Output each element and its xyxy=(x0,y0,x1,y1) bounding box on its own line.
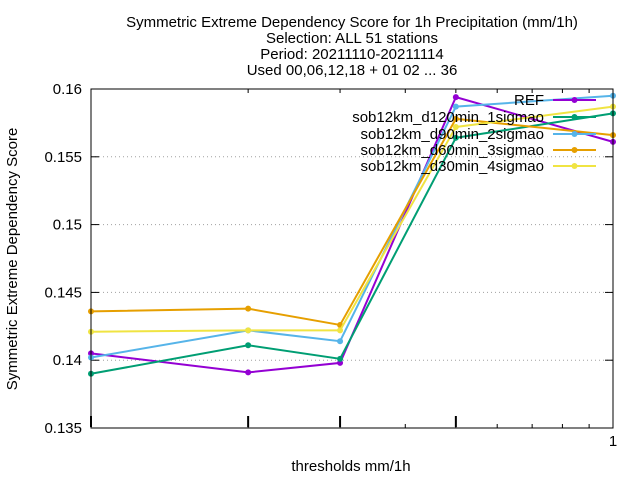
data-point xyxy=(245,342,252,349)
data-point xyxy=(337,338,344,345)
data-point xyxy=(452,94,459,101)
legend-label: sob12km_d30min_4sigmao xyxy=(361,158,544,175)
y-tick-label: 0.14 xyxy=(53,352,82,369)
data-point xyxy=(452,115,459,122)
legend-swatch-point xyxy=(571,163,578,169)
y-tick-label: 0.145 xyxy=(44,284,82,301)
chart-title: Symmetric Extreme Dependency Score for 1… xyxy=(126,14,578,79)
y-tick-label: 0.155 xyxy=(44,149,82,166)
title-line-3: Period: 20211110-20211114 xyxy=(260,46,444,63)
title-line-2: Selection: ALL 51 stations xyxy=(266,30,438,47)
data-point xyxy=(452,123,459,130)
data-point xyxy=(337,327,344,334)
series-1 xyxy=(88,110,616,377)
title-line-1: Symmetric Extreme Dependency Score for 1… xyxy=(126,14,578,31)
data-point xyxy=(452,103,459,110)
data-point xyxy=(245,305,252,312)
legend-label: sob12km_d60min_3sigmao xyxy=(361,142,544,159)
series-3 xyxy=(88,115,616,328)
data-point xyxy=(337,355,344,362)
legend-swatch-point xyxy=(571,114,578,120)
series-4 xyxy=(88,103,616,335)
legend: REFsob12km_d120min_1sigmaosob12km_d90min… xyxy=(352,92,596,175)
data-point xyxy=(245,327,252,334)
legend-label: REF xyxy=(514,92,544,109)
data-point xyxy=(452,134,459,141)
legend-swatch-point xyxy=(571,97,578,103)
data-point xyxy=(245,369,252,376)
y-axis-label: Symmetric Extreme Dependency Score xyxy=(4,128,21,391)
x-axis-label: thresholds mm/1h xyxy=(291,458,410,475)
legend-label: sob12km_d90min_2sigmao xyxy=(361,126,544,143)
y-axis-ticks: 0.135 0.14 0.145 0.15 0.155 0.16 xyxy=(44,81,613,437)
title-line-4: Used 00,06,12,18 + 01 02 ... 36 xyxy=(247,62,458,79)
x-tick-label: 1 xyxy=(609,433,617,450)
plot-frame xyxy=(90,88,614,429)
y-tick-label: 0.15 xyxy=(53,217,82,234)
legend-swatch-point xyxy=(571,147,578,153)
y-tick-label: 0.135 xyxy=(44,420,82,437)
series-lines xyxy=(88,92,616,377)
legend-label: sob12km_d120min_1sigmao xyxy=(352,109,544,126)
legend-swatch-point xyxy=(571,131,578,137)
y-tick-label: 0.16 xyxy=(53,81,82,98)
